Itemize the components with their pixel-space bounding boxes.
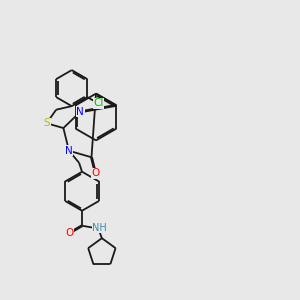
Text: NH: NH bbox=[92, 223, 107, 233]
Text: O: O bbox=[65, 228, 73, 238]
Text: N: N bbox=[76, 107, 84, 117]
Text: Cl: Cl bbox=[93, 98, 104, 108]
Text: N: N bbox=[65, 146, 73, 156]
Text: O: O bbox=[91, 168, 100, 178]
Text: S: S bbox=[44, 118, 50, 128]
